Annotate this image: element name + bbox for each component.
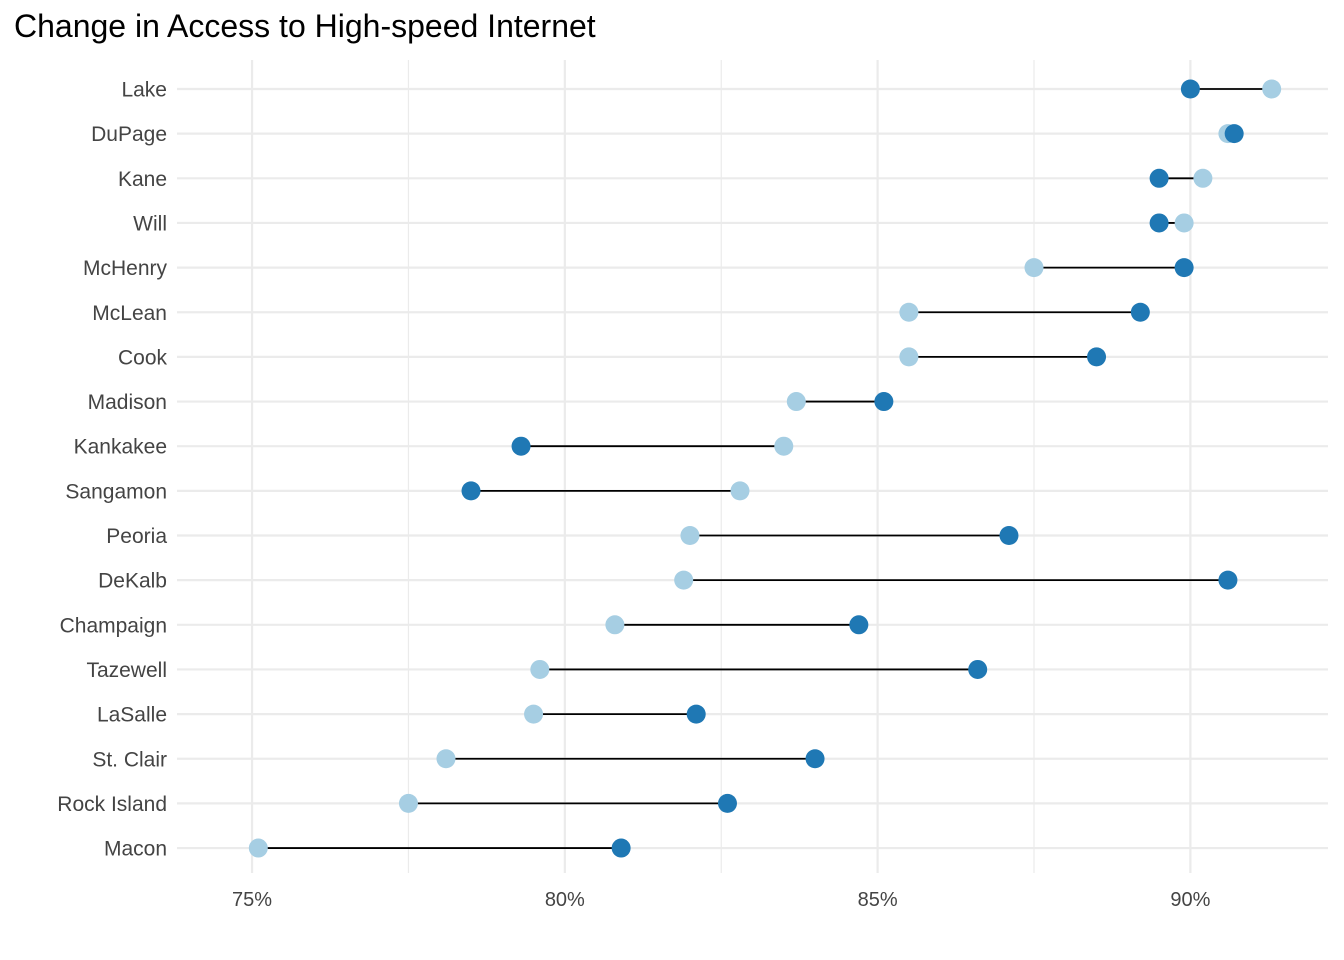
y-tick-label: Sangamon <box>65 480 167 503</box>
y-tick-label: Macon <box>104 838 167 861</box>
x-tick-label: 75% <box>232 889 272 911</box>
y-tick-label: Cook <box>118 346 168 369</box>
data-points <box>248 79 1282 858</box>
y-tick-label: DuPage <box>91 123 167 146</box>
point-dark <box>1149 213 1169 233</box>
y-tick-label: DeKalb <box>98 570 167 593</box>
x-tick-label: 80% <box>545 889 585 911</box>
point-light <box>1262 79 1282 99</box>
point-dark <box>1130 302 1150 322</box>
point-light <box>1193 168 1213 188</box>
point-dark <box>999 526 1019 545</box>
y-tick-label: McHenry <box>83 257 168 280</box>
y-tick-label: Tazewell <box>86 659 167 682</box>
point-dark <box>805 749 825 769</box>
point-light <box>1024 258 1044 278</box>
point-dark <box>968 659 988 679</box>
point-light <box>730 481 750 501</box>
point-dark <box>1087 347 1107 367</box>
y-tick-label: Madison <box>88 391 167 414</box>
point-dark <box>1149 168 1169 188</box>
point-dark <box>511 436 531 456</box>
chart-title: Change in Access to High-speed Internet <box>14 8 596 44</box>
y-axis-labels: Lake DuPage Kane Will McHenry McLean Cook Madis… <box>57 79 167 861</box>
point-dark <box>686 704 706 724</box>
y-tick-label: Kankakee <box>74 436 167 459</box>
y-tick-label: Kane <box>118 168 167 191</box>
point-light <box>398 793 418 813</box>
point-dark <box>611 838 631 858</box>
point-dark <box>1180 79 1200 99</box>
x-axis-labels: 75% 80% 85% 90% <box>232 889 1211 911</box>
point-light <box>786 392 806 412</box>
point-light <box>899 347 919 367</box>
point-dark <box>717 793 737 813</box>
point-dark <box>1224 124 1244 144</box>
point-light <box>680 526 700 545</box>
point-light <box>524 704 544 724</box>
point-light <box>530 659 550 679</box>
y-tick-label: Peoria <box>106 525 167 548</box>
connector-segments <box>258 88 1272 849</box>
y-tick-label: St. Clair <box>92 748 167 771</box>
point-light <box>605 615 625 635</box>
point-light <box>674 570 694 590</box>
y-tick-label: Champaign <box>60 614 167 637</box>
point-dark <box>874 392 894 412</box>
y-tick-label: LaSalle <box>97 704 167 727</box>
y-tick-label: McLean <box>92 302 167 325</box>
point-dark <box>1174 258 1194 278</box>
y-tick-label: Will <box>133 212 167 235</box>
point-light <box>774 436 794 456</box>
point-dark <box>461 481 481 501</box>
y-tick-label: Lake <box>121 79 167 102</box>
point-light <box>899 302 919 322</box>
point-light <box>1174 213 1194 233</box>
point-dark <box>1218 570 1238 590</box>
x-tick-label: 85% <box>858 889 898 911</box>
y-tick-label: Rock Island <box>57 793 167 816</box>
point-light <box>436 749 456 769</box>
x-tick-label: 90% <box>1170 889 1210 911</box>
point-light <box>248 838 268 858</box>
point-dark <box>849 615 869 635</box>
